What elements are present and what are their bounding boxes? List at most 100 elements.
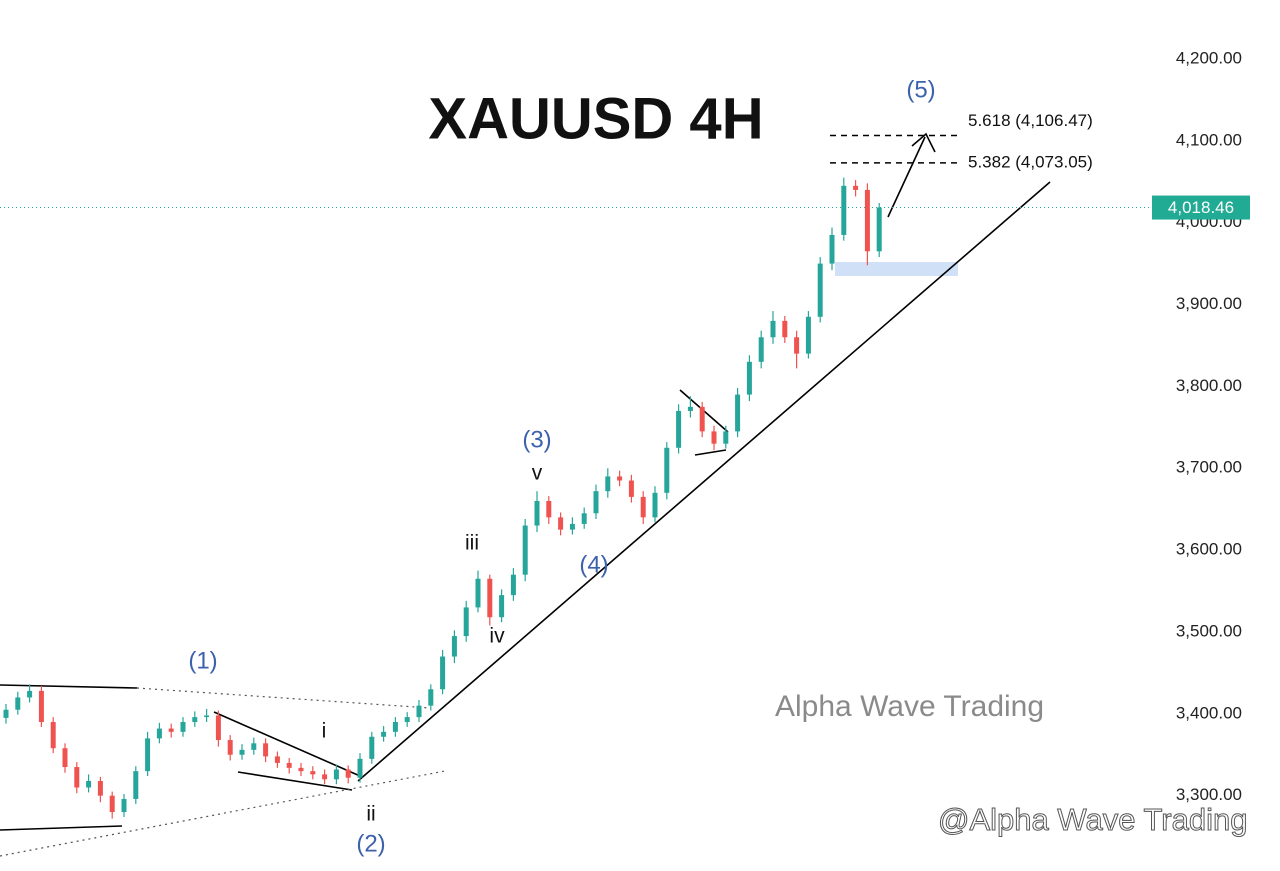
candle-body	[735, 394, 741, 432]
candle-body	[86, 780, 92, 788]
candle-body	[263, 743, 269, 757]
y-tick-label: 3,700.00	[1176, 458, 1242, 477]
watermark: Alpha Wave Trading	[775, 690, 1044, 723]
dotted-line	[136, 687, 431, 709]
support-zone	[835, 262, 958, 276]
candle-body	[381, 731, 387, 737]
candle-body	[251, 743, 257, 750]
wave-label: (4)	[579, 551, 608, 578]
candle-body	[3, 709, 9, 718]
candle-body	[180, 722, 186, 732]
candle-body	[463, 607, 469, 637]
candle-body	[676, 410, 682, 448]
candle-body	[534, 500, 540, 526]
wave-label: iv	[489, 625, 505, 648]
candle-body	[628, 480, 634, 497]
candle-body	[428, 689, 434, 706]
wave-label: (5)	[906, 76, 935, 103]
candle-body	[310, 771, 316, 775]
candle-body	[853, 185, 859, 190]
candle-body	[215, 715, 221, 741]
candle-body	[864, 189, 870, 252]
trendline	[357, 181, 1051, 782]
trendline	[213, 711, 361, 777]
candle-body	[605, 476, 611, 492]
candle-body	[333, 769, 339, 780]
candle-body	[782, 320, 788, 338]
candle-body	[558, 517, 564, 530]
dotted-lines	[0, 687, 446, 857]
trendline	[0, 825, 123, 831]
candle-body	[841, 185, 847, 235]
candle-body	[723, 431, 729, 444]
fib-label: 5.618 (4,106.47)	[968, 111, 1093, 130]
candle-body	[770, 320, 776, 338]
wave-label: ii	[366, 803, 375, 826]
candle-body	[322, 774, 328, 780]
candle-body	[746, 361, 752, 395]
candle-body	[876, 207, 882, 252]
candle-body	[640, 496, 646, 518]
credit: @Alpha Wave Trading	[938, 802, 1247, 837]
candle-body	[62, 748, 68, 768]
candle-body	[404, 717, 410, 723]
candle-body	[74, 767, 80, 788]
candle-body	[510, 574, 516, 596]
y-tick-label: 3,800.00	[1176, 376, 1242, 395]
candle-body	[581, 513, 587, 524]
last-price-label: 4,018.46	[1168, 198, 1234, 217]
candle-body	[50, 722, 56, 749]
candle-body	[652, 492, 658, 518]
trendline	[237, 771, 353, 791]
candle-body	[475, 578, 481, 608]
candle-body	[451, 636, 457, 657]
candle-body	[357, 758, 363, 778]
candle-body	[156, 728, 162, 739]
y-tick-label: 3,600.00	[1176, 540, 1242, 559]
candle-body	[829, 234, 835, 264]
trendlines	[0, 132, 1051, 831]
candle-body	[133, 771, 139, 799]
candle-body	[97, 780, 103, 796]
candle-body	[416, 705, 422, 718]
candle-body	[109, 795, 115, 813]
wave-label: (1)	[188, 647, 217, 674]
candle-body	[617, 476, 623, 481]
candle-body	[204, 715, 210, 718]
candle-body	[522, 525, 528, 575]
candle-body	[440, 656, 446, 690]
candle-body	[298, 767, 304, 772]
candle-body	[345, 769, 351, 778]
candle-body	[168, 728, 174, 732]
y-tick-label: 3,400.00	[1176, 703, 1242, 722]
candle-body	[499, 595, 505, 618]
plot: 3,300.00 3,400.00 3,500.00 3,600.00 3,700.00…	[0, 48, 1250, 819]
candle-body	[569, 523, 575, 530]
candle-body	[192, 717, 198, 723]
candle-body	[805, 316, 811, 354]
candle-body	[227, 740, 233, 755]
y-tick-label: 4,200.00	[1176, 48, 1242, 67]
candle-body	[699, 406, 705, 432]
y-tick-label: 3,500.00	[1176, 621, 1242, 640]
arrow-head	[911, 132, 936, 153]
candle-body	[15, 697, 21, 710]
last-price-box	[1152, 195, 1250, 220]
candle-body	[121, 798, 127, 813]
wave-label: (3)	[522, 426, 551, 453]
candle-body	[711, 431, 717, 444]
candle-body	[38, 690, 44, 723]
wave-label: (2)	[356, 830, 385, 857]
wave-label: iii	[465, 532, 479, 555]
candle-body	[286, 762, 292, 768]
wave-label: i	[322, 720, 327, 743]
candle-body	[145, 738, 151, 772]
y-tick-label: 3,900.00	[1176, 294, 1242, 313]
candle-body	[274, 756, 280, 763]
candle-body	[27, 690, 33, 698]
candle-body	[758, 337, 764, 362]
trendline	[0, 684, 138, 689]
trendline	[694, 449, 727, 456]
candle-body	[687, 406, 693, 411]
